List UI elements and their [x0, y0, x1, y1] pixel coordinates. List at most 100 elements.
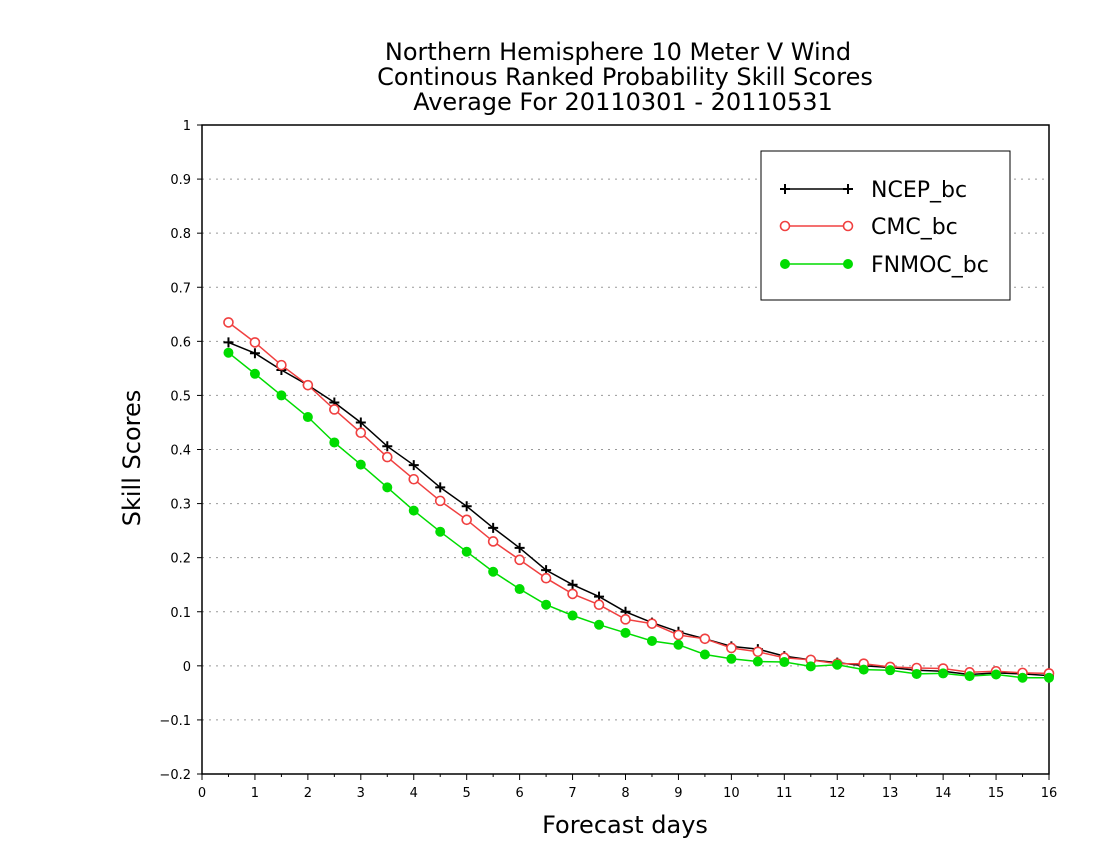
- legend-marker-fnmoc-bc: [843, 259, 853, 269]
- x-tick-label: 1: [251, 786, 259, 801]
- data-point-fnmoc-bc: [355, 459, 366, 470]
- data-point-ncep-bc: [408, 460, 419, 471]
- data-point-cmc-bc: [567, 588, 578, 600]
- data-point-fnmoc-bc: [1044, 672, 1054, 683]
- data-point-fnmoc-bc: [594, 619, 605, 630]
- legend-label-fnmoc-bc: FNMOC_bc: [871, 253, 989, 278]
- data-point-fnmoc-bc: [567, 610, 578, 621]
- data-point-fnmoc-bc: [1017, 672, 1028, 683]
- series-line-fnmoc-bc: [228, 352, 1049, 679]
- data-point-cmc-bc: [381, 451, 393, 463]
- x-tick-label: 9: [674, 786, 682, 801]
- data-point-cmc-bc: [514, 554, 525, 566]
- data-point-cmc-bc: [408, 473, 420, 485]
- legend: NCEP_bc CMC_bc FNMOC_bc: [760, 150, 1011, 301]
- data-point-fnmoc-bc: [752, 656, 763, 667]
- data-point-fnmoc-bc: [488, 566, 499, 577]
- y-tick-label: 0.8: [170, 227, 191, 242]
- data-point-fnmoc-bc: [461, 546, 472, 557]
- data-point-fnmoc-bc: [514, 584, 525, 595]
- x-tick-label: 11: [776, 786, 793, 801]
- series-cmc-bc: [223, 317, 1055, 679]
- y-axis-label: Skill Scores: [118, 390, 146, 527]
- data-point-fnmoc-bc: [249, 368, 260, 379]
- y-tick-label: 0.3: [170, 498, 191, 513]
- data-point-ncep-bc: [461, 501, 472, 512]
- data-point-cmc-bc: [302, 379, 314, 391]
- data-point-fnmoc-bc: [329, 437, 340, 448]
- data-point-ncep-bc: [382, 441, 393, 452]
- data-point-fnmoc-bc: [885, 665, 896, 676]
- series-layer: [223, 317, 1055, 683]
- y-tick-label: 0.1: [170, 606, 191, 621]
- series-ncep-bc: [223, 337, 1054, 681]
- data-point-cmc-bc: [355, 427, 367, 439]
- data-point-cmc-bc: [434, 495, 446, 507]
- y-tick-label: 0.4: [170, 444, 191, 459]
- plot-frame: [201, 124, 1050, 775]
- x-tick-label: 15: [988, 786, 1005, 801]
- series-fnmoc-bc: [223, 347, 1054, 683]
- data-point-ncep-bc: [435, 482, 446, 493]
- legend-marker-cmc-bc: [779, 220, 791, 232]
- data-point-ncep-bc: [249, 348, 260, 359]
- series-line-cmc-bc: [228, 321, 1050, 675]
- data-point-fnmoc-bc: [779, 657, 790, 668]
- data-point-cmc-bc: [461, 514, 472, 526]
- chart-title-line-2: Continous Ranked Probability Skill Score…: [377, 63, 873, 91]
- chart-title-line-3: Average For 20110301 - 20110531: [413, 88, 833, 116]
- data-point-cmc-bc: [540, 572, 552, 584]
- data-point-fnmoc-bc: [276, 390, 287, 401]
- legend-marker-cmc-bc: [842, 220, 854, 232]
- x-tick-label: 3: [357, 786, 365, 801]
- data-point-cmc-bc: [620, 614, 631, 625]
- data-point-cmc-bc: [329, 404, 340, 415]
- data-point-cmc-bc: [487, 536, 499, 547]
- x-tick-label: 2: [304, 786, 312, 801]
- data-point-cmc-bc: [223, 317, 234, 328]
- data-point-fnmoc-bc: [223, 347, 234, 358]
- data-point-cmc-bc: [673, 629, 684, 641]
- data-point-fnmoc-bc: [832, 659, 843, 670]
- data-point-fnmoc-bc: [646, 635, 657, 646]
- data-point-cmc-bc: [646, 618, 658, 629]
- axis-ticks: −0.2−0.100.10.20.30.40.50.60.70.80.910 1 2…: [159, 119, 1057, 801]
- y-tick-label: 0: [183, 660, 191, 675]
- data-point-fnmoc-bc: [964, 671, 975, 682]
- x-tick-label: 10: [723, 786, 740, 801]
- data-point-cmc-bc: [752, 646, 764, 658]
- data-point-fnmoc-bc: [541, 599, 552, 610]
- data-point-cmc-bc: [699, 633, 711, 645]
- x-tick-label: 14: [935, 786, 952, 801]
- data-point-fnmoc-bc: [435, 526, 446, 537]
- data-point-fnmoc-bc: [673, 639, 684, 650]
- x-tick-label: 7: [568, 786, 576, 801]
- legend-marker-fnmoc-bc: [780, 259, 790, 269]
- data-point-ncep-bc: [514, 542, 525, 553]
- x-tick-label: 0: [198, 786, 206, 801]
- y-tick-label: 0.7: [170, 281, 191, 296]
- data-point-fnmoc-bc: [620, 627, 631, 638]
- x-tick-label: 5: [463, 786, 471, 801]
- data-point-cmc-bc: [276, 359, 287, 371]
- data-point-ncep-bc: [223, 337, 234, 348]
- x-tick-label: 4: [410, 786, 418, 801]
- chart-title-line-1: Northern Hemisphere 10 Meter V Wind: [385, 38, 851, 66]
- y-tick-label: 0.5: [170, 389, 191, 404]
- data-point-fnmoc-bc: [911, 668, 922, 679]
- data-point-cmc-bc: [726, 642, 737, 654]
- data-point-fnmoc-bc: [302, 412, 313, 423]
- x-axis-label: Forecast days: [542, 811, 708, 839]
- data-point-cmc-bc: [593, 599, 605, 611]
- data-point-cmc-bc: [249, 337, 261, 348]
- data-point-fnmoc-bc: [858, 664, 869, 675]
- series-line-ncep-bc: [228, 341, 1050, 677]
- y-tick-label: −0.1: [159, 714, 191, 729]
- data-point-ncep-bc: [355, 417, 366, 428]
- y-tick-label: 1: [183, 119, 191, 134]
- y-tick-label: −0.2: [159, 768, 191, 783]
- x-tick-label: 8: [621, 786, 629, 801]
- data-point-fnmoc-bc: [408, 505, 419, 516]
- legend-label-cmc-bc: CMC_bc: [871, 215, 958, 240]
- data-point-fnmoc-bc: [699, 649, 710, 660]
